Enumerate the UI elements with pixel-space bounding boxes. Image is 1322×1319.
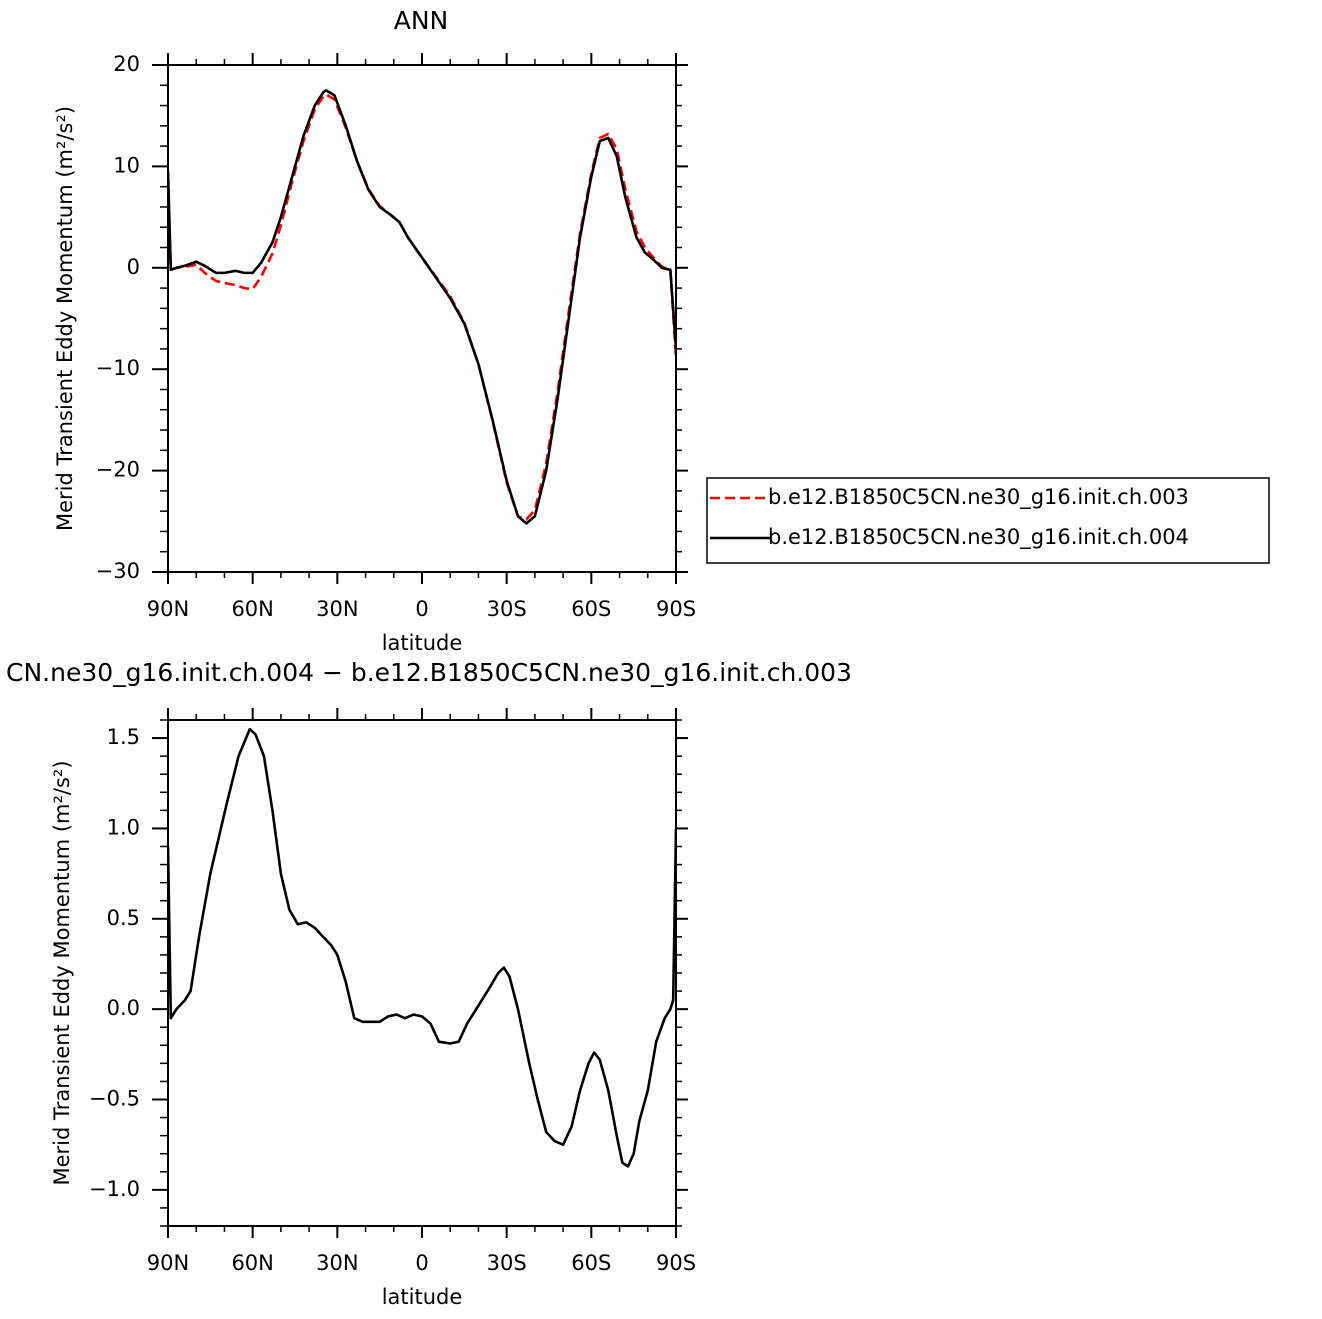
y-tick-label: −0.5: [89, 1087, 140, 1111]
x-axis-label: latitude: [382, 631, 463, 655]
x-tick-label: 30S: [487, 1251, 527, 1275]
plot-area: [168, 727, 676, 1168]
plot-area: [168, 89, 676, 525]
x-tick-label: 0: [415, 597, 428, 621]
data-line: [168, 727, 676, 1168]
y-tick-label: 10: [113, 153, 140, 177]
legend-label: b.e12.B1850C5CN.ne30_g16.init.ch.003: [768, 485, 1189, 510]
y-tick-label: 1.0: [107, 815, 140, 839]
legend-box: [706, 477, 1270, 564]
legend-label: b.e12.B1850C5CN.ne30_g16.init.ch.004: [768, 525, 1189, 550]
x-tick-label: 60N: [231, 597, 273, 621]
y-tick-label: 0.5: [107, 906, 140, 930]
x-tick-label: 30N: [316, 597, 358, 621]
chart-title: ANN: [394, 6, 449, 35]
x-tick-label: 60N: [231, 1251, 273, 1275]
x-tick-label: 90N: [147, 1251, 189, 1275]
chart-title: CN.ne30_g16.init.ch.004 − b.e12.B1850C5C…: [6, 658, 852, 687]
plot-frame: [167, 719, 677, 1227]
plot-frame: [167, 64, 677, 573]
y-tick-label: −20: [96, 458, 140, 482]
x-tick-label: 90S: [656, 1251, 696, 1275]
x-tick-label: 90S: [656, 597, 696, 621]
y-axis-label: Merid Transient Eddy Momentum (m²/s²): [50, 760, 74, 1185]
y-tick-label: 0: [127, 255, 140, 279]
data-line: [168, 93, 676, 521]
y-tick-label: −10: [96, 356, 140, 380]
y-tick-label: −30: [96, 559, 140, 583]
y-tick-label: 1.5: [107, 725, 140, 749]
x-tick-label: 60S: [571, 597, 611, 621]
x-tick-label: 60S: [571, 1251, 611, 1275]
x-tick-label: 30S: [487, 597, 527, 621]
y-tick-label: −1.0: [89, 1177, 140, 1201]
x-tick-label: 0: [415, 1251, 428, 1275]
data-line: [168, 89, 676, 525]
y-tick-label: 0.0: [107, 996, 140, 1020]
y-axis-label: Merid Transient Eddy Momentum (m²/s²): [53, 106, 77, 531]
y-tick-label: 20: [113, 52, 140, 76]
x-axis-label: latitude: [382, 1285, 463, 1309]
x-tick-label: 30N: [316, 1251, 358, 1275]
x-tick-label: 90N: [147, 597, 189, 621]
